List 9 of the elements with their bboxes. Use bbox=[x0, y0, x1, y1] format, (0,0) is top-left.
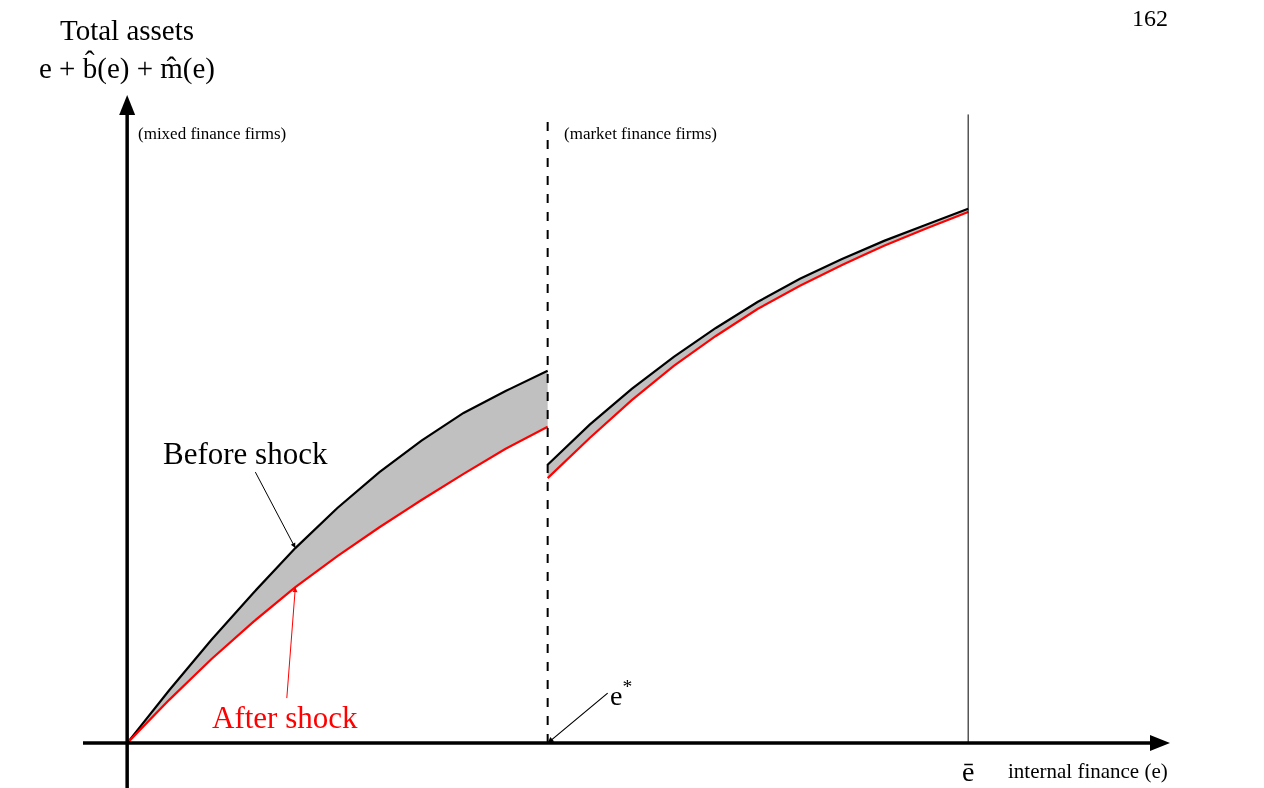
text: 162 bbox=[1132, 5, 1168, 31]
text: (mixed finance firms) bbox=[138, 124, 287, 143]
series-label: Before shock bbox=[163, 436, 328, 471]
x-axis-title: internal finance (e) bbox=[1008, 759, 1168, 783]
y-axis-title: Total assets e + b̂(e) + m̂(e) bbox=[39, 14, 216, 85]
series-label: After shock bbox=[212, 700, 358, 735]
text: ē bbox=[962, 756, 975, 787]
text: e$^{*}$ bbox=[610, 676, 633, 711]
text: (market finance firms) bbox=[564, 124, 717, 143]
